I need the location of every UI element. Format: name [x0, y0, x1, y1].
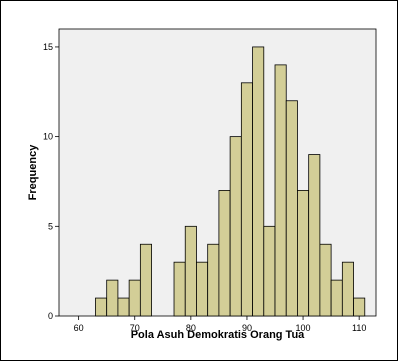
histogram-bar-83-85 [207, 243, 220, 317]
x-tick-label: 100 [296, 323, 311, 333]
histogram-bar-101-103 [308, 154, 321, 317]
histogram-bar-77-79 [173, 261, 186, 317]
histogram-bar-89-91 [240, 82, 253, 317]
y-tick-label: 5 [48, 221, 53, 231]
histogram-bar-91-93 [252, 46, 265, 317]
x-tick-label: 90 [242, 323, 252, 333]
bars-group [95, 46, 366, 317]
histogram-bar-71-73 [139, 243, 152, 317]
histogram-bar-103-105 [319, 243, 332, 317]
histogram-bar-93-95 [263, 225, 276, 317]
histogram-bar-105-107 [330, 279, 343, 317]
y-tick-label: 15 [43, 42, 53, 52]
x-tick-label: 70 [130, 323, 140, 333]
histogram-bar-65-67 [106, 279, 119, 317]
histogram-bar-67-69 [117, 297, 130, 317]
histogram-bar-69-71 [128, 279, 141, 317]
y-tick-label: 10 [43, 132, 53, 142]
x-tick-label: 60 [74, 323, 84, 333]
histogram-bar-85-87 [218, 190, 231, 317]
histogram-bar-79-81 [184, 225, 197, 317]
y-tick-label: 0 [48, 311, 53, 321]
y-axis: 0 5 10 15 [43, 42, 59, 321]
histogram-bar-109-111 [353, 297, 366, 317]
histogram-bar-63-65 [95, 297, 108, 317]
histogram-bar-81-83 [196, 261, 209, 317]
x-tick-label: 80 [186, 323, 196, 333]
histogram-bar-107-109 [341, 261, 354, 317]
x-axis: 60 70 80 90 100 110 [74, 316, 366, 333]
y-axis-title: Frequency [27, 144, 39, 201]
histogram-bar-95-97 [274, 64, 287, 317]
x-tick-label: 110 [352, 323, 366, 333]
histogram-bar-99-101 [297, 190, 310, 317]
x-axis-title: Pola Asuh Demokratis Orang Tua [131, 329, 305, 341]
histogram-bar-87-89 [229, 136, 242, 317]
histogram-bar-97-99 [285, 100, 298, 317]
